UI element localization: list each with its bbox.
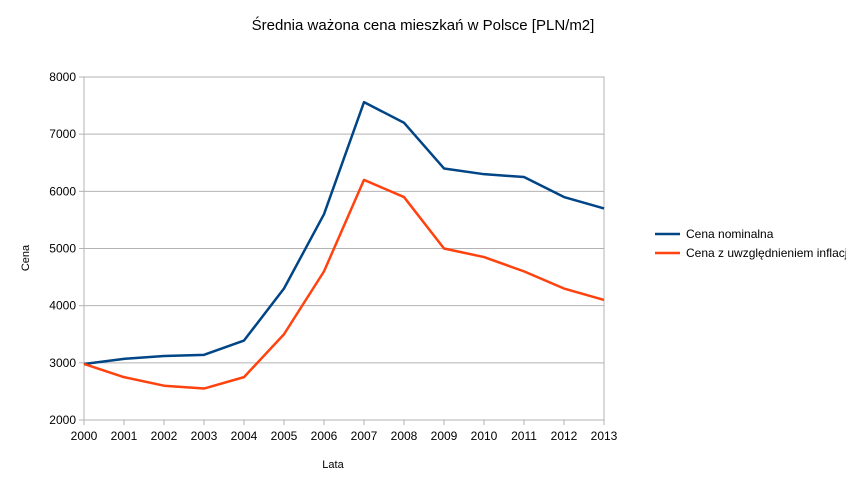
x-tick-label: 2008 <box>391 429 418 443</box>
y-tick-label: 7000 <box>49 127 76 141</box>
x-tick-label: 2005 <box>271 429 298 443</box>
chart-title: Średnia ważona cena mieszkań w Polsce [P… <box>252 16 595 34</box>
y-axis-label: Cena <box>20 244 32 271</box>
x-axis-label: Lata <box>322 459 344 471</box>
x-tick-label: 2003 <box>191 429 218 443</box>
series-line-1 <box>83 178 605 390</box>
y-axis-ticks: 2000 3000 4000 5000 6000 7000 8000 <box>49 70 84 427</box>
x-tick-label: 2001 <box>111 429 138 443</box>
x-tick-label: 2010 <box>471 429 498 443</box>
x-tick-label: 2012 <box>551 429 578 443</box>
x-tick-label: 2006 <box>311 429 338 443</box>
series-lines <box>83 100 605 390</box>
gridlines <box>84 76 604 421</box>
x-tick-label: 2011 <box>511 429 537 443</box>
x-tick-label: 2007 <box>351 429 378 443</box>
y-tick-label: 2000 <box>49 413 76 427</box>
x-tick-label: 2009 <box>431 429 458 443</box>
x-tick-label: 2013 <box>591 429 618 443</box>
legend: Cena nominalna Cena z uwzględnieniem infl… <box>655 227 846 260</box>
y-tick-label: 4000 <box>49 299 76 313</box>
x-tick-label: 2004 <box>231 429 258 443</box>
y-tick-label: 8000 <box>49 70 76 84</box>
series-line-0 <box>83 100 605 366</box>
y-tick-label: 5000 <box>49 242 76 256</box>
x-tick-label: 2002 <box>151 429 178 443</box>
y-tick-label: 6000 <box>49 184 76 198</box>
x-tick-label: 2000 <box>71 429 98 443</box>
y-tick-label: 3000 <box>49 356 76 370</box>
legend-label: Cena nominalna <box>686 227 774 241</box>
x-axis-ticks: 2000 2001 2002 2003 2004 2005 2006 2007 2008 2009… <box>71 420 618 443</box>
legend-label: Cena z uwzględnieniem inflacji <box>686 246 846 260</box>
